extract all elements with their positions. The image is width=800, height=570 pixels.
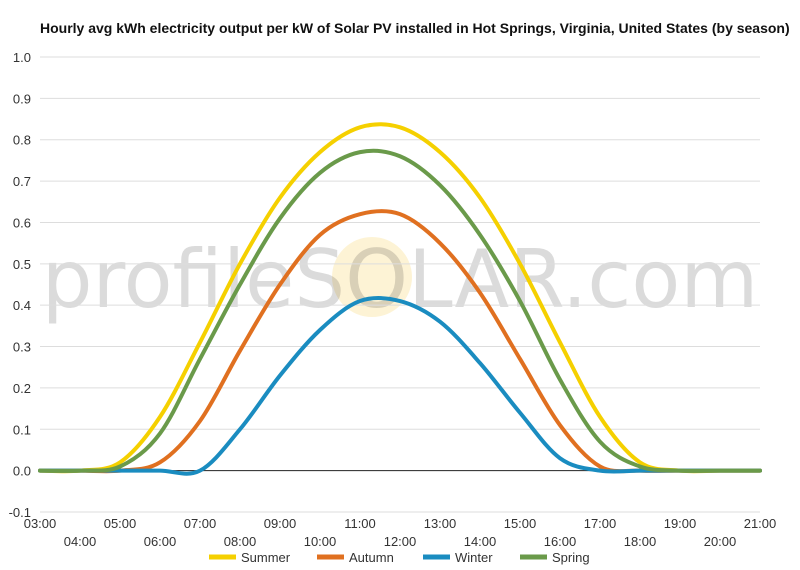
y-tick-label: 0.2: [13, 381, 31, 396]
y-tick-label: 0.5: [13, 257, 31, 272]
y-axis-ticks: 1.0 0.9 0.8 0.7 0.6 0.5 0.4 0.3 0.2 0.1 0.0 -0.1: [9, 50, 31, 520]
legend-label: Spring: [552, 550, 590, 565]
x-tick-label: 19:00: [664, 516, 697, 531]
x-tick-label: 11:00: [344, 516, 376, 531]
x-tick-label: 16:00: [544, 534, 577, 549]
series-line-spring: [38, 148, 762, 473]
x-tick-label: 14:00: [464, 534, 497, 549]
y-tick-label: 0.4: [13, 298, 31, 313]
series-lines: [38, 122, 762, 476]
y-tick-label: 0.0: [13, 464, 31, 479]
chart-title: Hourly avg kWh electricity output per kW…: [40, 20, 790, 36]
x-tick-label: 04:00: [64, 534, 97, 549]
y-tick-label: 0.3: [13, 340, 31, 355]
x-axis-ticks: 03:00 04:00 05:00 06:00 07:00 08:00 09:00 10:00…: [24, 516, 777, 549]
watermark-text: profileSOLAR.com: [42, 233, 759, 326]
x-tick-label: 15:00: [504, 516, 537, 531]
y-tick-label: 0.8: [13, 133, 31, 148]
legend-label: Summer: [241, 550, 291, 565]
x-tick-label: 08:00: [224, 534, 257, 549]
y-tick-label: 0.1: [13, 422, 31, 437]
y-tick-label: -0.1: [9, 505, 31, 520]
x-tick-label: 20:00: [704, 534, 737, 549]
legend-label: Winter: [455, 550, 493, 565]
legend: Summer Autumn Winter Spring: [209, 550, 590, 565]
x-tick-label: 12:00: [384, 534, 417, 549]
y-tick-label: 1.0: [13, 50, 31, 65]
x-tick-label: 06:00: [144, 534, 177, 549]
y-tick-label: 0.6: [13, 215, 31, 230]
x-tick-label: 03:00: [24, 516, 57, 531]
legend-label: Autumn: [349, 550, 394, 565]
x-tick-label: 21:00: [744, 516, 777, 531]
x-tick-label: 09:00: [264, 516, 297, 531]
series-line-summer: [38, 122, 762, 474]
x-tick-label: 10:00: [304, 534, 337, 549]
series-line-winter: [38, 295, 762, 476]
x-tick-label: 07:00: [184, 516, 217, 531]
x-tick-label: 18:00: [624, 534, 657, 549]
y-tick-label: 0.9: [13, 91, 31, 106]
y-tick-label: 0.7: [13, 174, 31, 189]
watermark-sun-icon: [332, 237, 412, 317]
x-tick-label: 17:00: [584, 516, 617, 531]
x-tick-label: 13:00: [424, 516, 457, 531]
x-tick-label: 05:00: [104, 516, 137, 531]
watermark: profileSOLAR.com: [42, 233, 759, 326]
